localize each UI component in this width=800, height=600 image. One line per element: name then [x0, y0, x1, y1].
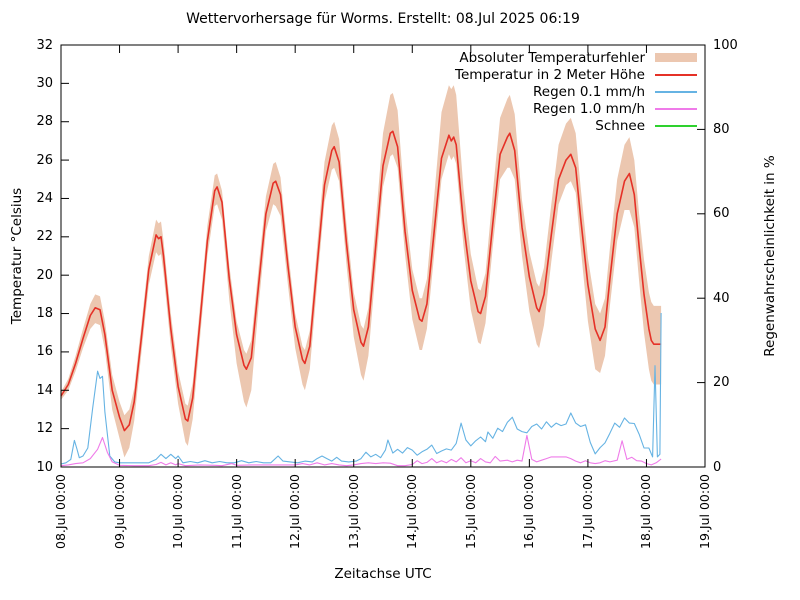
x-tick-label: 08.Jul 00:00: [53, 474, 68, 549]
plot-border: [60, 44, 706, 468]
legend-line-sample: [655, 73, 697, 76]
x-tick-label: 15.Jul 00:00: [462, 474, 478, 549]
y-left-tick-label: 30: [36, 75, 53, 91]
rain-01mm-line: [60, 312, 662, 465]
x-tick-label: 16.Jul 00:00: [521, 474, 537, 549]
x-tick-label: 19.Jul 00:00: [697, 474, 712, 549]
x-tick-label: 18.Jul 00:00: [638, 474, 654, 549]
legend-item: Absoluter Temperaturfehler: [455, 49, 697, 66]
x-tick-label: 10.Jul 00:00: [170, 474, 186, 549]
y-right-tick-label: 20: [713, 375, 730, 391]
temperature-error-band: [61, 85, 662, 458]
legend-label: Schnee: [595, 117, 645, 134]
rain-10mm-line: [60, 434, 662, 467]
x-axis-label: Zeitachse UTC: [334, 566, 432, 582]
y-left-tick-label: 12: [36, 421, 53, 437]
x-tick-label: 13.Jul 00:00: [345, 474, 361, 549]
y-left-tick-label: 18: [36, 306, 53, 322]
x-tick-label: 11.Jul 00:00: [228, 474, 244, 549]
y-right-tick-label: 60: [713, 206, 730, 222]
legend-item: Regen 1.0 mm/h: [455, 100, 697, 117]
x-tick-label: 12.Jul 00:00: [287, 474, 303, 549]
x-tick-label: 17.Jul 00:00: [579, 474, 595, 549]
y-left-tick-label: 20: [36, 267, 53, 283]
y-left-tick-label: 22: [36, 229, 53, 245]
legend-line-sample: [655, 107, 697, 110]
legend-line-sample: [655, 90, 697, 93]
legend-item: Regen 0.1 mm/h: [455, 83, 697, 100]
chart-title: Wettervorhersage für Worms. Erstellt: 08…: [186, 11, 580, 27]
x-tick-label: 09.Jul 00:00: [111, 474, 127, 549]
legend-band-swatch: [655, 53, 697, 62]
y-left-tick-label: 28: [36, 114, 53, 130]
legend-label: Absoluter Temperaturfehler: [459, 49, 645, 66]
legend-item: Temperatur in 2 Meter Höhe: [455, 66, 697, 83]
x-tick-label: 14.Jul 00:00: [404, 474, 420, 549]
y-left-tick-label: 16: [36, 344, 53, 360]
y-left-tick-label: 14: [36, 382, 53, 398]
legend-item: Schnee: [455, 117, 697, 134]
y-right-tick-label: 80: [713, 121, 730, 137]
legend-label: Temperatur in 2 Meter Höhe: [455, 66, 645, 83]
temperature-line: [60, 130, 662, 432]
y-left-tick-label: 32: [36, 37, 53, 53]
y-right-tick-label: 100: [713, 37, 738, 53]
legend: Absoluter Temperaturfehler Temperatur in …: [455, 49, 697, 134]
legend-label: Regen 0.1 mm/h: [533, 83, 645, 100]
legend-label: Regen 1.0 mm/h: [533, 100, 645, 117]
y-right-tick-label: 40: [713, 290, 730, 306]
legend-line-sample: [655, 124, 697, 127]
y-right-tick-label: 0: [713, 459, 722, 475]
y-left-tick-label: 10: [36, 459, 53, 475]
y-left-tick-label: 24: [36, 190, 53, 206]
y-left-tick-label: 26: [36, 152, 53, 168]
